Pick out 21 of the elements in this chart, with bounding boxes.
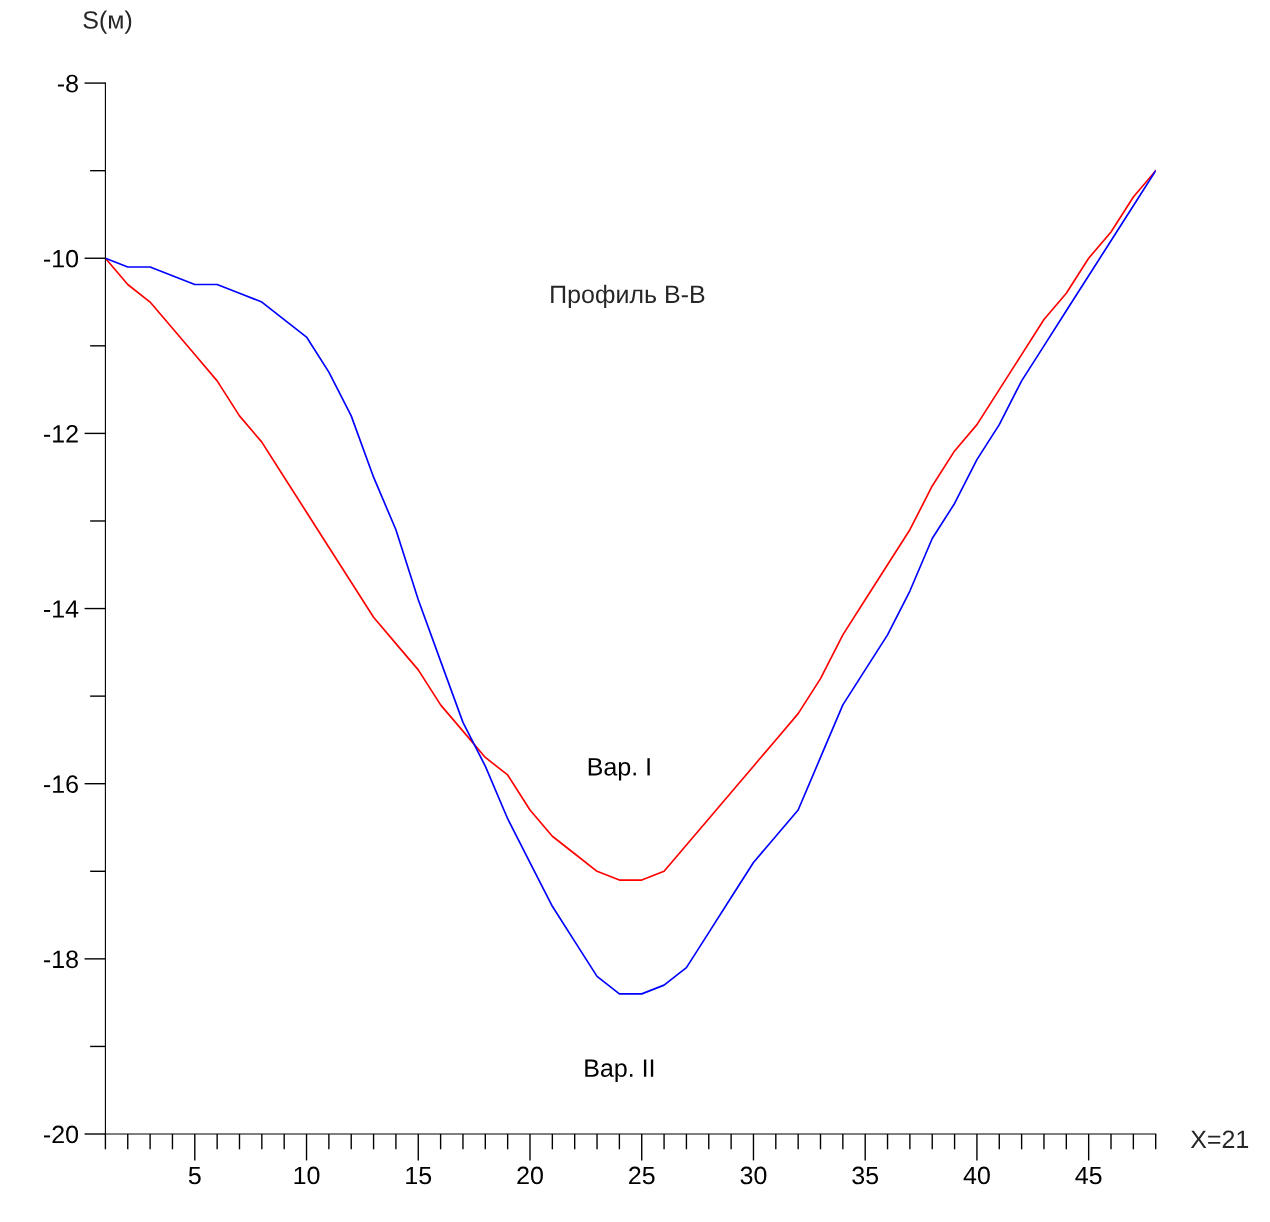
y-tick-label: -18 <box>44 950 78 969</box>
x-tick-label: 40 <box>963 1166 990 1185</box>
y-tick-label: -10 <box>44 249 79 268</box>
y-tick-label: -16 <box>44 775 78 794</box>
text: Вар. II <box>585 1059 654 1082</box>
y-tick-label: -8 <box>57 74 78 93</box>
text: Вар. I <box>588 758 650 781</box>
y-tick-label: -14 <box>44 600 79 618</box>
y-tick-label: -12 <box>44 425 78 443</box>
x-tick-label: 20 <box>517 1166 543 1185</box>
y-axis-title: S(м) <box>83 10 132 34</box>
x-tick-label: 45 <box>1075 1166 1102 1185</box>
x-tick-label: 15 <box>406 1166 432 1185</box>
x-tick-label: 25 <box>629 1166 655 1185</box>
y-tick-label: -20 <box>44 1125 79 1144</box>
x-tick-label: 30 <box>740 1166 767 1185</box>
x-tick-label: 35 <box>852 1166 879 1185</box>
x-tick-label: 5 <box>188 1166 201 1185</box>
x-axis-title: X=21 <box>1190 1130 1249 1148</box>
x-tick-label: 10 <box>294 1166 320 1185</box>
text: Профиль В-В <box>551 284 705 309</box>
